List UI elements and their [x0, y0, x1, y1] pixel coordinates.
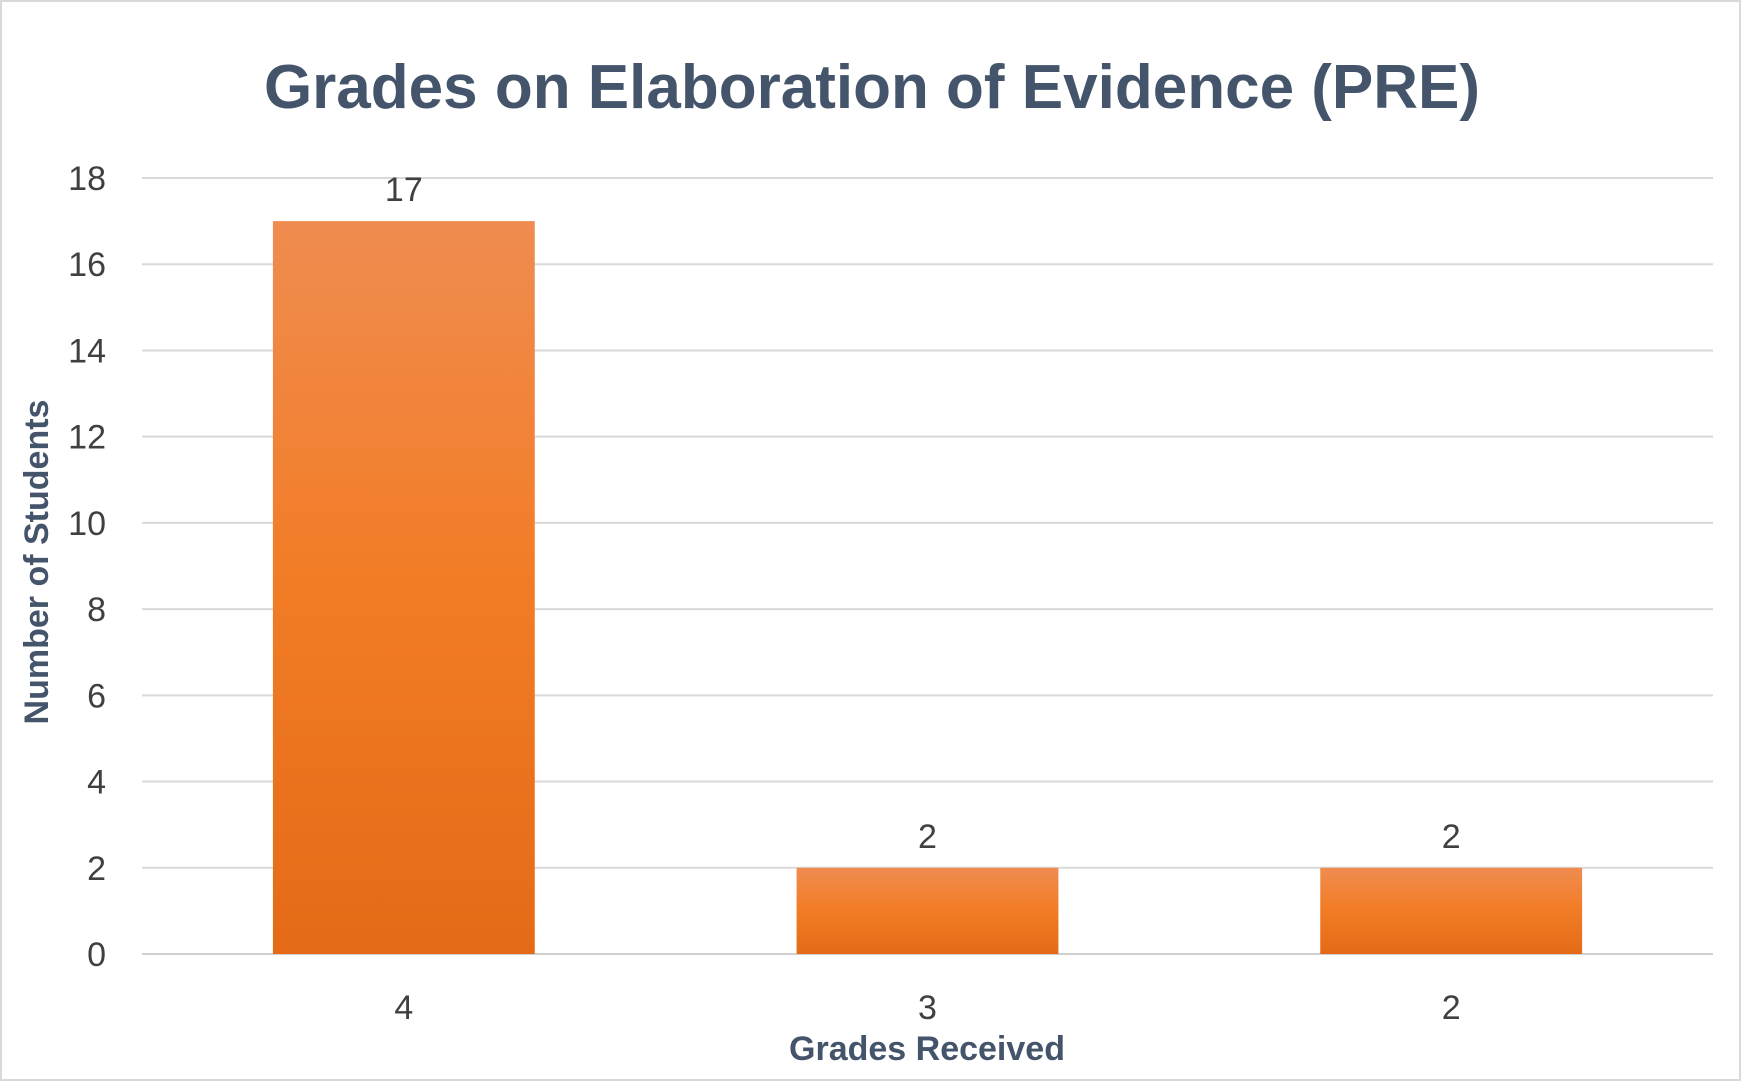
y-axis-label: Number of Students: [18, 400, 56, 725]
y-tick-label: 16: [68, 246, 106, 284]
y-tick-label: 6: [87, 677, 106, 715]
bars: [272, 221, 1583, 955]
y-tick-label: 2: [87, 850, 106, 888]
x-tick-label: 3: [918, 989, 937, 1027]
data-label: 2: [1442, 818, 1461, 856]
x-tick-label: 2: [1442, 989, 1461, 1027]
data-label: 17: [385, 171, 423, 209]
x-axis-ticks: 4 3 2: [394, 989, 1460, 1027]
x-tick-label: 4: [394, 989, 413, 1027]
y-tick-label: 8: [87, 591, 106, 629]
x-axis-label: Grades Received: [789, 1030, 1065, 1068]
y-tick-label: 12: [68, 419, 106, 457]
bar-4: [272, 221, 535, 955]
y-tick-label: 0: [87, 936, 106, 974]
y-tick-label: 10: [68, 505, 106, 543]
y-tick-label: 14: [68, 332, 106, 370]
y-tick-label: 18: [68, 160, 106, 198]
data-label: 2: [918, 818, 937, 856]
bar-2: [1320, 867, 1583, 954]
y-axis-ticks: 0 2 4 6 8 10 12 14 16 18: [68, 160, 106, 974]
y-tick-label: 4: [87, 764, 106, 802]
data-labels: 172 2: [385, 171, 1461, 856]
bar-3: [796, 867, 1059, 954]
chart-title: Grades on Elaboration of Evidence (PRE): [264, 53, 1480, 122]
